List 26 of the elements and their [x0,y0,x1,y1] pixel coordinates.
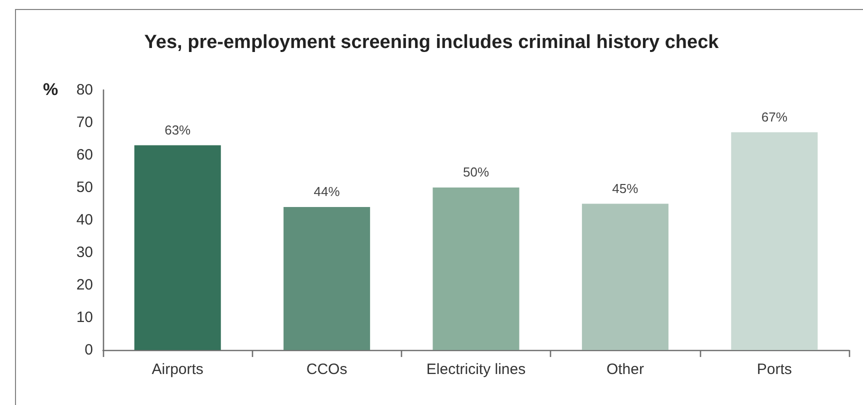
y-tick-label: 0 [84,342,93,358]
bar [731,132,818,350]
x-tick-label: CCOs [306,361,348,378]
bar [582,204,668,350]
y-tick-label: 60 [76,146,93,164]
y-tick-label: 70 [76,114,93,131]
bar [134,145,221,350]
bar [432,188,520,350]
data-label: 44% [314,184,340,199]
data-label: 50% [462,164,490,180]
y-tick-label: 30 [76,244,93,261]
x-tick-label: Other [606,361,644,378]
data-label: 45% [612,180,639,196]
x-tick-label: Ports [756,361,792,378]
y-axis-title: % [43,80,58,99]
chart-title: Yes, pre-employment screening includes criminal history check [144,32,720,53]
x-tick-label: Airports [152,361,204,378]
x-tick-label: Electricity lines [426,361,526,378]
y-tick-label: 10 [76,309,93,326]
data-label: 67% [761,109,788,124]
bar [284,207,370,350]
y-tick-label: 20 [76,276,93,294]
y-tick-label: 40 [76,212,93,228]
data-label: 63% [164,122,192,138]
y-tick-label: 50 [76,179,93,196]
y-tick-label: 80 [76,82,93,98]
